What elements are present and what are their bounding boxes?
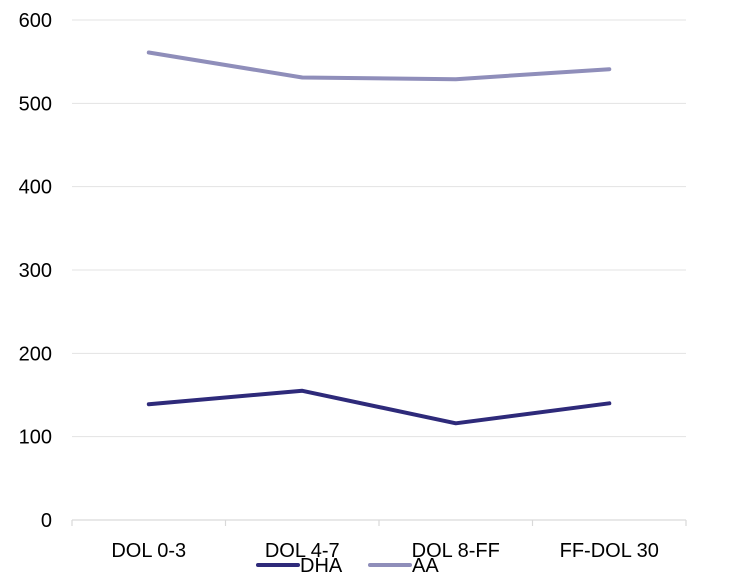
legend: DHA AA: [256, 555, 439, 577]
x-axis-tick-labels: DOL 0-3 DOL 4-7 DOL 8-FF FF-DOL 30: [111, 540, 659, 562]
series-lines: [146, 50, 612, 426]
y-tick-label: 100: [19, 427, 52, 449]
y-tick-label: 0: [41, 510, 52, 532]
legend-label-aa: AA: [412, 555, 439, 577]
x-tick-label: FF-DOL 30: [560, 540, 659, 562]
series-line-dha: [146, 388, 612, 426]
gridlines: [72, 19, 686, 438]
y-tick-label: 300: [19, 260, 52, 282]
y-tick-label: 500: [19, 93, 52, 115]
y-tick-label: 600: [19, 10, 52, 32]
legend-label-dha: DHA: [300, 555, 343, 577]
y-tick-label: 200: [19, 343, 52, 365]
x-tick-label: DOL 0-3: [111, 540, 186, 562]
series-line-aa: [146, 50, 612, 82]
x-tick-label: DOL 4-7: [265, 540, 340, 562]
x-tick-label: DOL 8-FF: [412, 540, 500, 562]
y-tick-label: 400: [19, 177, 52, 199]
x-axis: [71, 519, 687, 526]
y-axis-tick-labels: 0 100 200 300 400 500 600: [19, 10, 52, 532]
